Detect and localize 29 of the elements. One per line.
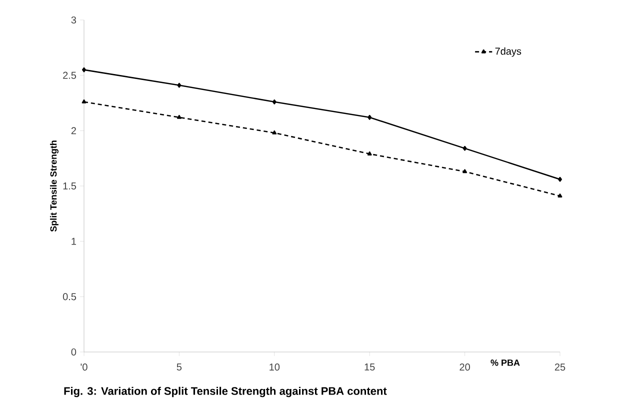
point bbox=[462, 169, 468, 174]
x-tick-label: 15 bbox=[364, 364, 375, 370]
y-tick-label: 3 bbox=[71, 16, 76, 24]
x-tick-label: 5 bbox=[176, 364, 182, 370]
point bbox=[177, 82, 182, 88]
legend-label: 7days bbox=[495, 47, 522, 57]
y-axis-title: Split Tensile Strength bbox=[50, 140, 58, 232]
point bbox=[82, 99, 86, 104]
y-tick-label: 1 bbox=[72, 238, 76, 245]
y-tick-label: 1.5 bbox=[63, 182, 76, 190]
point bbox=[558, 194, 562, 198]
x-tick-label: 20 bbox=[460, 364, 470, 371]
x-axis-title: % PBA bbox=[490, 360, 520, 366]
x-tick-label: 25 bbox=[554, 364, 566, 371]
point bbox=[272, 99, 276, 104]
x-tick-label: 10 bbox=[270, 364, 280, 371]
y-tick-label: 2 bbox=[71, 127, 76, 134]
point bbox=[558, 176, 562, 182]
point bbox=[462, 146, 467, 151]
point bbox=[272, 130, 277, 134]
point bbox=[176, 114, 182, 119]
y-tick-label: 2.5 bbox=[63, 72, 76, 79]
y-tick-label: 0 bbox=[71, 348, 76, 356]
point bbox=[82, 67, 86, 72]
point bbox=[367, 151, 372, 156]
x-tick-label: '0 bbox=[80, 364, 88, 371]
text: Fig. 3: Variation of Split Tensile Strength against PBA content bbox=[64, 386, 387, 398]
point bbox=[368, 114, 372, 120]
y-tick-label: 0.5 bbox=[62, 293, 76, 300]
